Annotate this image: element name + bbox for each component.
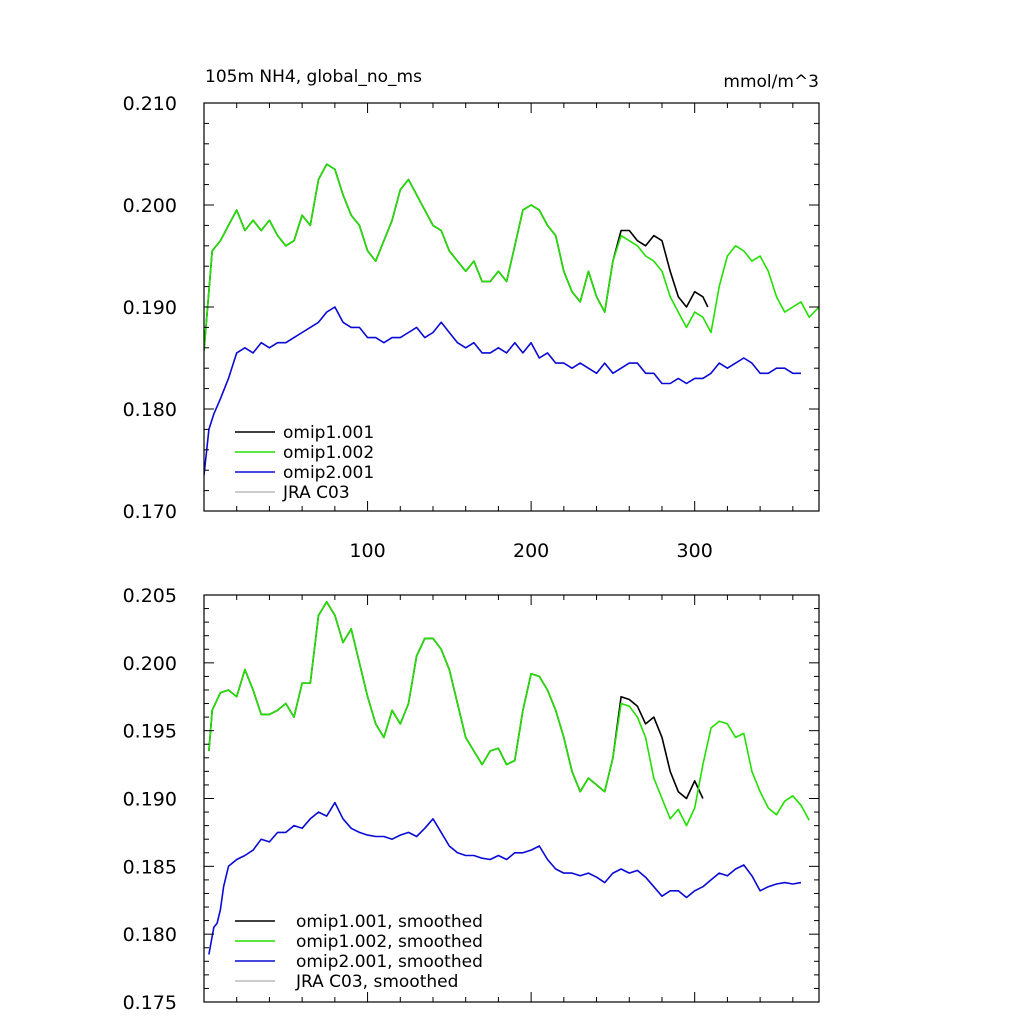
top-legend-label-omip2-001: omip2.001: [283, 463, 374, 483]
top-ytick-label: 0.170: [123, 501, 177, 523]
top-ytick-label: 0.190: [123, 297, 177, 319]
top-series-omip2-001: [204, 306, 801, 476]
top-xtick-label: 200: [513, 540, 549, 562]
bottom-ytick-label: 0.205: [123, 585, 177, 607]
top-ytick-label: 0.210: [123, 93, 177, 115]
bottom-ytick-label: 0.200: [123, 653, 177, 675]
bottom-panel: 0.175 0.180 0.185 0.190 0.195 0.200 0.205 omip1…: [123, 585, 820, 1014]
bottom-legend-label-omip1-002-smoothed: omip1.002, smoothed: [296, 932, 483, 952]
top-xtick-label: 300: [677, 540, 713, 562]
top-xtick-label: 100: [349, 540, 385, 562]
top-panel: 0.170 0.180 0.190 0.200 0.210 100 200 300 omip1.…: [123, 93, 820, 562]
top-ytick-label: 0.180: [123, 399, 177, 421]
bottom-ytick-label: 0.195: [123, 721, 177, 743]
bottom-legend-label-jra-c03-smoothed: JRA C03, smoothed: [295, 972, 458, 992]
bottom-series-omip1-002-smoothed: [208, 600, 810, 827]
figure-title: 105m NH4, global_no_ms: [205, 67, 422, 87]
bottom-legend-label-omip2-001-smoothed: omip2.001, smoothed: [296, 952, 483, 972]
top-legend-label-omip1-002: omip1.002: [283, 443, 374, 463]
top-ytick-label: 0.200: [123, 195, 177, 217]
top-legend-label-omip1-001: omip1.001: [283, 423, 374, 443]
bottom-ytick-label: 0.180: [123, 924, 177, 946]
bottom-series-omip2-001-smoothed: [208, 801, 802, 955]
top-series-omip1-002: [204, 163, 819, 351]
units-label: mmol/m^3: [723, 72, 819, 92]
top-legend-label-jra-c03: JRA C03: [282, 483, 350, 503]
bottom-ytick-label: 0.175: [123, 992, 177, 1014]
bottom-legend-label-omip1-001-smoothed: omip1.001, smoothed: [296, 912, 483, 932]
bottom-ytick-label: 0.185: [123, 856, 177, 878]
bottom-ytick-label: 0.190: [123, 789, 177, 811]
top-series-omip1-001: [204, 163, 709, 351]
